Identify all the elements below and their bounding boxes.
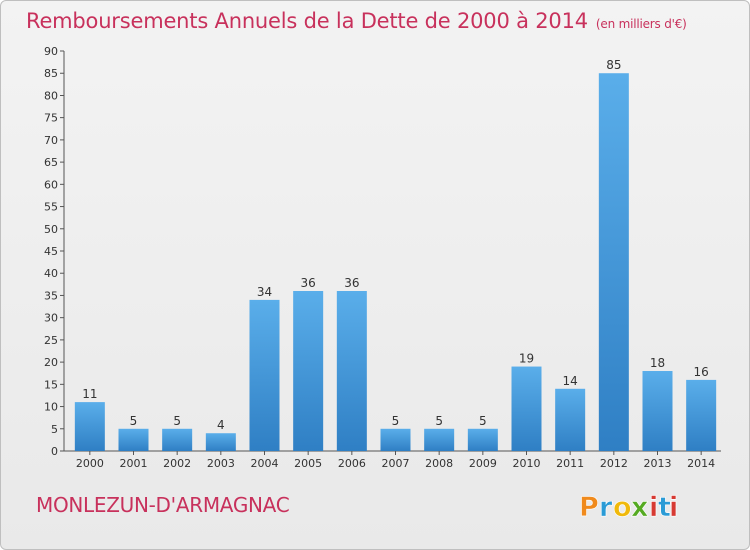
- bar-value-label: 5: [130, 414, 138, 428]
- bar-value-label: 16: [694, 365, 709, 379]
- y-tick-label: 15: [44, 378, 58, 391]
- chart-bars: 11 5 5 4 34 36 36 5 5 5 19 14 85 18 16: [74, 58, 717, 451]
- x-tick-label: 2013: [644, 457, 672, 470]
- bar: [642, 371, 673, 451]
- bar-value-label: 4: [217, 418, 225, 432]
- bar: [205, 433, 236, 451]
- bar: [249, 299, 280, 451]
- x-tick-label: 2009: [469, 457, 497, 470]
- logo-letter: t: [658, 492, 671, 523]
- bar-value-label: 36: [344, 276, 359, 290]
- x-tick-label: 2003: [207, 457, 235, 470]
- unit-label: (en milliers d'€): [595, 17, 687, 31]
- y-tick-label: 10: [44, 401, 58, 414]
- chart-title: Remboursements Annuels de la Dette de 20…: [26, 9, 687, 33]
- logo-letter: i: [649, 492, 658, 523]
- x-tick-label: 2001: [120, 457, 148, 470]
- bar: [424, 428, 455, 451]
- bar-value-label: 18: [650, 356, 665, 370]
- x-tick-label: 2011: [556, 457, 584, 470]
- bar-value-label: 85: [606, 58, 621, 72]
- bar-value-label: 5: [479, 414, 487, 428]
- bar: [74, 402, 105, 451]
- y-tick-label: 65: [44, 156, 58, 169]
- x-tick-label: 2002: [163, 457, 191, 470]
- x-tick-label: 2008: [425, 457, 453, 470]
- bar-value-label: 14: [563, 374, 578, 388]
- x-tick-label: 2012: [600, 457, 628, 470]
- y-tick-label: 0: [51, 445, 58, 458]
- y-tick-label: 5: [51, 423, 58, 436]
- bar-value-label: 5: [392, 414, 400, 428]
- y-tick-label: 30: [44, 312, 58, 325]
- x-tick-label: 2010: [513, 457, 541, 470]
- bar: [555, 388, 586, 451]
- y-tick-label: 35: [44, 289, 58, 302]
- y-tick-label: 85: [44, 67, 58, 80]
- y-tick-label: 40: [44, 267, 58, 280]
- logo-letter: r: [599, 492, 613, 523]
- bar: [686, 379, 717, 451]
- bar: [511, 366, 542, 451]
- bar-value-label: 5: [173, 414, 181, 428]
- y-tick-label: 70: [44, 134, 58, 147]
- x-tick-label: 2014: [687, 457, 715, 470]
- bar-value-label: 19: [519, 352, 534, 366]
- logo-letter: o: [613, 492, 632, 523]
- bar: [336, 291, 367, 451]
- logo-letter: i: [669, 492, 678, 523]
- y-tick-label: 75: [44, 112, 58, 125]
- bar: [467, 428, 498, 451]
- bar: [598, 73, 629, 451]
- bar: [162, 428, 193, 451]
- y-tick-label: 60: [44, 178, 58, 191]
- x-tick-label: 2007: [382, 457, 410, 470]
- bar-value-label: 34: [257, 285, 272, 299]
- y-tick-label: 25: [44, 334, 58, 347]
- y-tick-label: 50: [44, 223, 58, 236]
- x-tick-label: 2006: [338, 457, 366, 470]
- bar: [118, 428, 149, 451]
- y-tick-label: 90: [44, 45, 58, 58]
- bar: [380, 428, 411, 451]
- y-tick-label: 55: [44, 201, 58, 214]
- x-tick-label: 2004: [251, 457, 279, 470]
- commune-name: MONLEZUN-D'ARMAGNAC: [36, 493, 290, 517]
- y-tick-label: 45: [44, 245, 58, 258]
- logo-letter: P: [579, 492, 599, 523]
- x-tick-label: 2000: [76, 457, 104, 470]
- bar-value-label: 11: [82, 387, 97, 401]
- y-tick-label: 20: [44, 356, 58, 369]
- logo-letter: x: [631, 492, 648, 523]
- chart-axes: 0510152025303540455055606570758085902000…: [44, 45, 721, 470]
- y-tick-label: 80: [44, 89, 58, 102]
- chart-title-text: Remboursements Annuels de la Dette de 20…: [26, 9, 588, 33]
- bar-value-label: 36: [301, 276, 316, 290]
- x-tick-label: 2005: [294, 457, 322, 470]
- bar: [293, 291, 324, 451]
- bar-value-label: 5: [435, 414, 443, 428]
